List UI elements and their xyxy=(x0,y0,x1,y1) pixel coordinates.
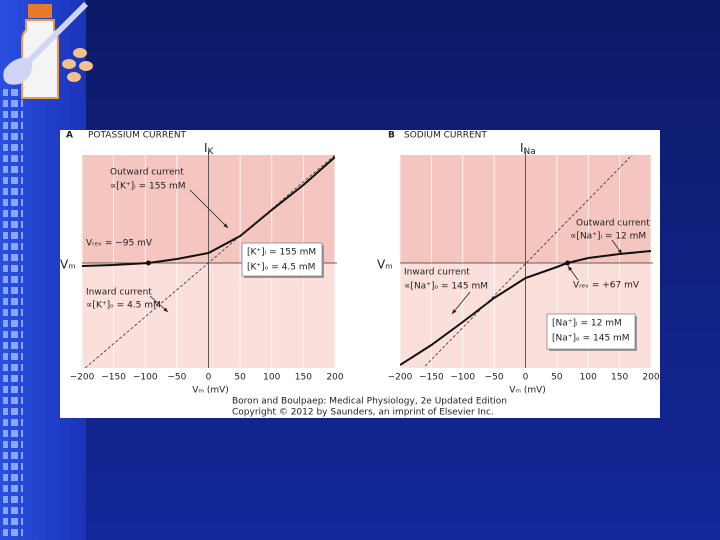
x-tick-label: 200 xyxy=(642,373,659,383)
x-label: Vₘ (mV) xyxy=(192,386,229,396)
legend-text: [K⁺]ᵢ = 155 mM xyxy=(247,248,316,258)
legend-text: [K⁺]ₒ = 4.5 mM xyxy=(247,263,315,273)
annotation: ∝[K⁺]ᵢ = 155 mM xyxy=(110,182,186,192)
y-label-sub: K xyxy=(208,147,215,157)
x-tick-label: −150 xyxy=(101,373,126,383)
annotation: Outward current xyxy=(576,219,650,229)
y-label: IK xyxy=(204,141,215,157)
annotation: Vᵣₑᵥ = −95 mV xyxy=(86,239,153,249)
arrow-head xyxy=(223,223,228,228)
x-tick-label: 150 xyxy=(611,373,628,383)
side-squares xyxy=(3,86,23,536)
x-label: Vₘ (mV) xyxy=(509,386,546,396)
arrow-head xyxy=(568,266,573,271)
x-tick-label: −200 xyxy=(70,373,95,383)
x-tick-label: −200 xyxy=(388,373,413,383)
curve xyxy=(82,156,335,267)
legend-box xyxy=(546,313,636,350)
x-tick-label: 0 xyxy=(523,373,529,383)
legend-text: [Na⁺]ₒ = 145 mM xyxy=(552,334,630,344)
reversal-point xyxy=(145,260,151,266)
curve xyxy=(400,250,651,366)
x-tick-label: 50 xyxy=(234,373,246,383)
curve xyxy=(424,155,633,367)
y-label-main: I xyxy=(204,141,208,155)
arrow xyxy=(451,291,471,315)
caption: Boron and Boulpaep: Medical Physiology, … xyxy=(232,397,507,407)
x-tick-label: −50 xyxy=(167,373,186,383)
annotation: ∝[Na⁺]ₒ = 145 mM xyxy=(404,282,488,292)
arrow-head xyxy=(617,249,622,254)
arrow-head xyxy=(163,307,168,312)
y-label-main: I xyxy=(520,141,524,155)
x-tick-label: 100 xyxy=(263,373,280,383)
v-label: Vₘ xyxy=(377,258,393,272)
annotation: Outward current xyxy=(110,168,184,178)
y-label: INa xyxy=(520,141,536,157)
caption: Copyright © 2012 by Saunders, an imprint… xyxy=(232,408,494,418)
legend-text: [Na⁺]ᵢ = 12 mM xyxy=(552,319,622,329)
annotation: Vᵣₑᵥ = +67 mV xyxy=(573,281,640,291)
x-tick-label: −50 xyxy=(485,373,504,383)
arrow-head xyxy=(452,309,457,314)
panel-label: A xyxy=(66,131,73,141)
panel-title: SODIUM CURRENT xyxy=(404,131,487,141)
annotation: Inward current xyxy=(86,288,152,298)
x-tick-label: 50 xyxy=(551,373,563,383)
x-tick-label: −100 xyxy=(450,373,475,383)
x-tick-label: −100 xyxy=(133,373,158,383)
annotation: Inward current xyxy=(404,268,470,278)
arrow xyxy=(189,189,229,229)
annotation: ∝[K⁺]ₒ = 4.5 mM xyxy=(86,301,161,311)
legend-box xyxy=(241,242,323,277)
x-tick-label: −150 xyxy=(419,373,444,383)
x-tick-label: 200 xyxy=(326,373,343,383)
panel-title: POTASSIUM CURRENT xyxy=(88,131,187,141)
v-label: Vₘ xyxy=(60,258,76,272)
annotation: ∝[Na⁺]ᵢ = 12 mM xyxy=(570,232,646,242)
x-tick-label: 150 xyxy=(295,373,312,383)
x-tick-label: 0 xyxy=(206,373,212,383)
x-tick-label: 100 xyxy=(580,373,597,383)
panel-label: B xyxy=(388,131,395,141)
reversal-point xyxy=(565,260,571,266)
icon xyxy=(3,2,93,99)
y-label-sub: Na xyxy=(524,147,536,157)
